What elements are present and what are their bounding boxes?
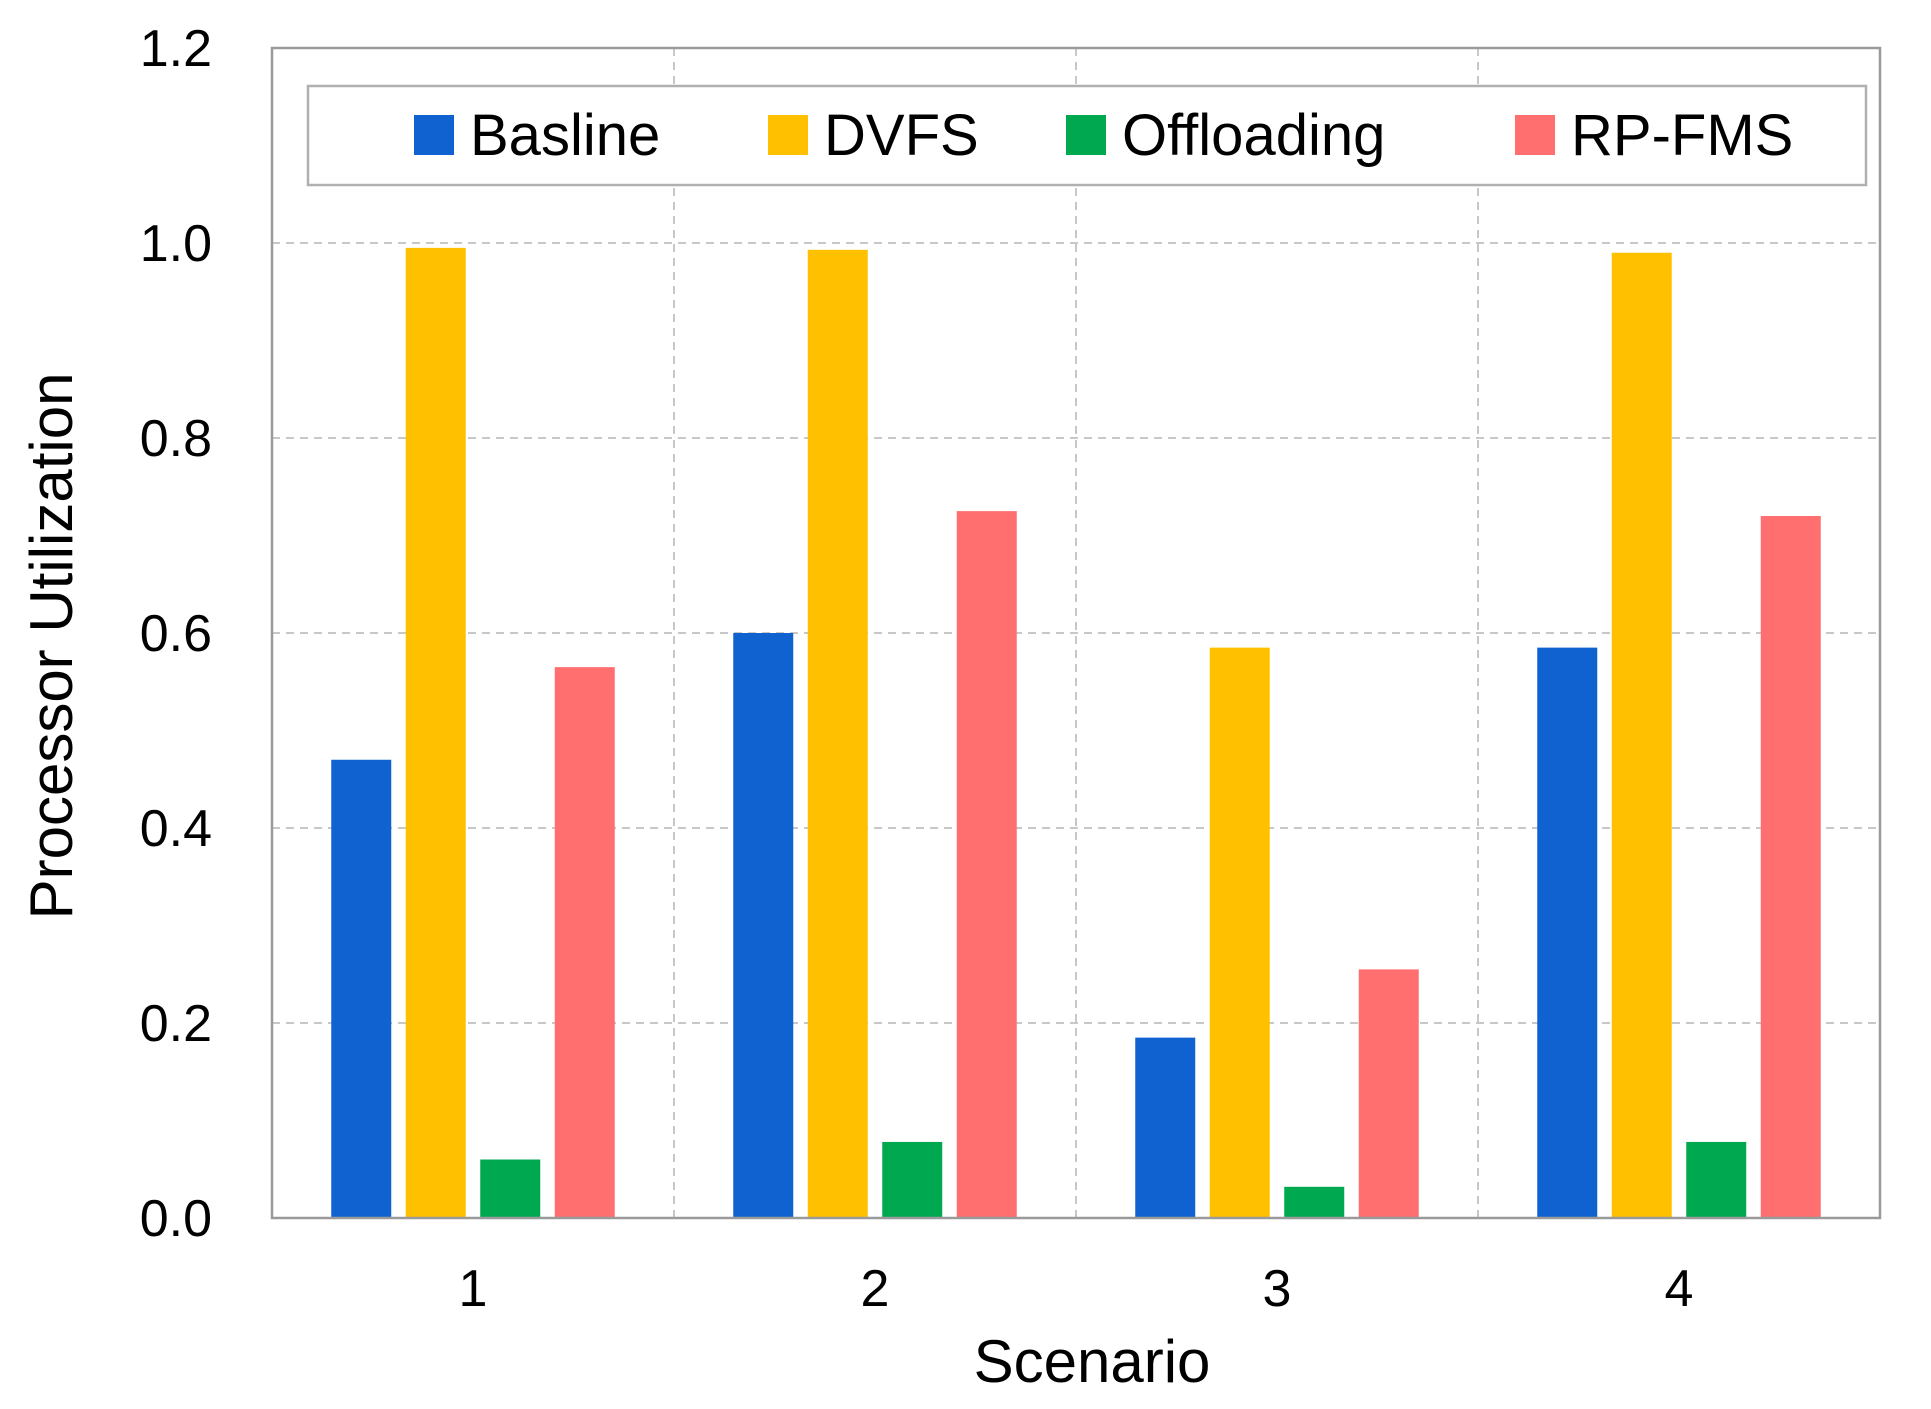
bar-dvfs-scenario-3: [1209, 647, 1270, 1218]
bar-rp-fms-scenario-2: [956, 511, 1017, 1218]
legend-item-basline: Basline: [414, 103, 660, 168]
legend-label-offloading: Offloading: [1122, 103, 1385, 168]
y-tick-label: 0.6: [140, 605, 212, 663]
legend-items: Basline DVFS Offloading RP-FMS: [414, 103, 1793, 168]
bar-offloading-scenario-4: [1686, 1141, 1747, 1218]
x-axis-title: Scenario: [974, 1328, 1211, 1395]
y-tick-label: 1.0: [140, 215, 212, 273]
bar-rp-fms-scenario-4: [1760, 516, 1821, 1218]
legend-swatch-dvfs: [768, 115, 808, 155]
bar-basline-scenario-1: [331, 759, 392, 1218]
bar-basline-scenario-3: [1135, 1037, 1196, 1218]
y-axis-title: Processor Utilization: [18, 373, 85, 920]
x-axis-ticks: 1 2 3 4: [459, 1260, 1694, 1318]
legend-label-dvfs: DVFS: [824, 103, 979, 168]
bar-rp-fms-scenario-1: [554, 667, 615, 1218]
legend-swatch-rp-fms: [1515, 115, 1555, 155]
legend-item-dvfs: DVFS: [768, 103, 979, 168]
y-tick-label: 0.8: [140, 410, 212, 468]
plot-frame: [270, 46, 1882, 1220]
legend-swatch-basline: [414, 115, 454, 155]
legend-item-rp-fms: RP-FMS: [1515, 103, 1793, 168]
y-tick-label: 0.2: [140, 995, 212, 1053]
bar-dvfs-scenario-2: [807, 249, 868, 1218]
y-axis-ticks: 0.0 0.2 0.4 0.6 0.8 1.0 1.2: [140, 20, 212, 1248]
grid-layer: [272, 48, 1880, 1218]
bar-basline-scenario-2: [733, 633, 794, 1218]
x-tick-label: 1: [459, 1260, 488, 1318]
bar-offloading-scenario-2: [882, 1141, 943, 1218]
bar-dvfs-scenario-1: [405, 247, 466, 1218]
bar-offloading-scenario-3: [1284, 1186, 1345, 1218]
legend-label-rp-fms: RP-FMS: [1571, 103, 1793, 168]
legend-item-offloading: Offloading: [1066, 103, 1385, 168]
bars-layer: [331, 247, 1821, 1218]
legend-swatch-offloading: [1066, 115, 1106, 155]
x-tick-label: 2: [861, 1260, 890, 1318]
bar-offloading-scenario-1: [480, 1159, 541, 1218]
y-tick-label: 0.4: [140, 800, 212, 858]
x-tick-label: 3: [1263, 1260, 1292, 1318]
legend: Basline DVFS Offloading RP-FMS: [306, 84, 1868, 187]
bar-rp-fms-scenario-3: [1358, 969, 1419, 1218]
x-tick-label: 4: [1665, 1260, 1694, 1318]
bar-dvfs-scenario-4: [1611, 252, 1672, 1218]
y-tick-label: 1.2: [140, 20, 212, 78]
bar-basline-scenario-4: [1537, 647, 1598, 1218]
y-tick-label: 0.0: [140, 1190, 212, 1248]
legend-label-basline: Basline: [470, 103, 660, 168]
